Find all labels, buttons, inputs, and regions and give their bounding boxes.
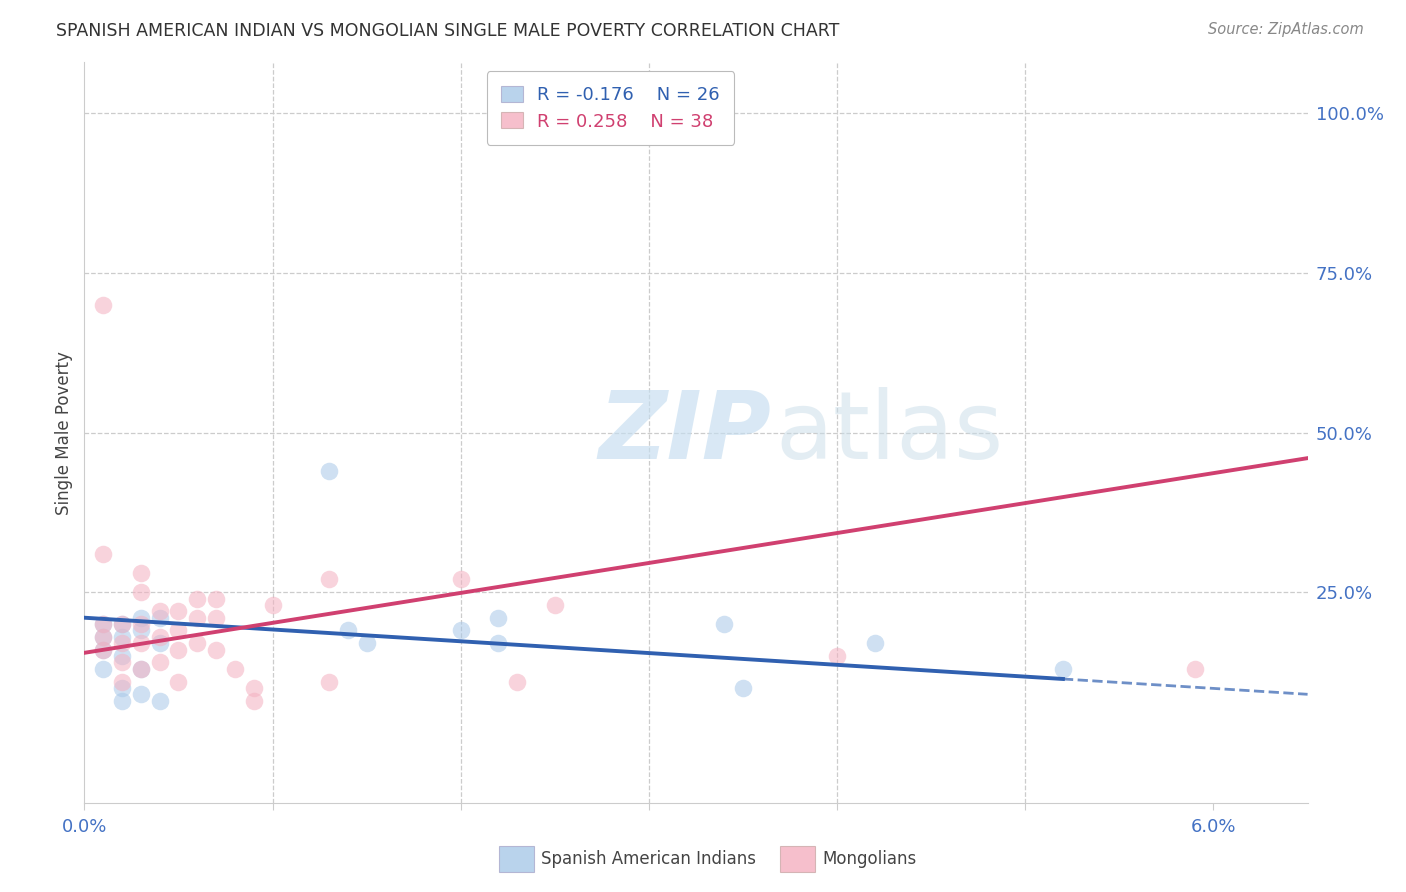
Point xyxy=(450,573,472,587)
Point xyxy=(825,648,848,663)
Point xyxy=(149,694,172,708)
Point xyxy=(242,681,264,695)
Point xyxy=(186,636,208,650)
Point xyxy=(167,642,190,657)
Point xyxy=(356,636,378,650)
Point xyxy=(336,624,359,638)
Point xyxy=(91,547,114,561)
Point xyxy=(205,611,228,625)
Point xyxy=(713,617,735,632)
Point xyxy=(91,642,114,657)
Point xyxy=(129,687,152,701)
Point xyxy=(506,674,529,689)
Y-axis label: Single Male Poverty: Single Male Poverty xyxy=(55,351,73,515)
Point xyxy=(129,617,152,632)
Point xyxy=(91,630,114,644)
Point xyxy=(318,464,340,478)
Point xyxy=(111,648,134,663)
Point xyxy=(544,598,567,612)
Point xyxy=(731,681,754,695)
Point xyxy=(91,617,114,632)
Point xyxy=(91,617,114,632)
Point xyxy=(129,566,152,580)
Text: Mongolians: Mongolians xyxy=(823,850,917,868)
Point xyxy=(149,611,172,625)
Point xyxy=(186,591,208,606)
Point xyxy=(224,662,246,676)
Point xyxy=(111,630,134,644)
Point xyxy=(242,694,264,708)
Point xyxy=(167,624,190,638)
Point xyxy=(129,662,152,676)
Point xyxy=(111,617,134,632)
Point xyxy=(91,630,114,644)
Point xyxy=(129,611,152,625)
Point xyxy=(91,642,114,657)
Point xyxy=(149,604,172,618)
Point xyxy=(129,662,152,676)
Point xyxy=(111,694,134,708)
Text: atlas: atlas xyxy=(776,386,1004,479)
Point xyxy=(450,624,472,638)
Point xyxy=(167,674,190,689)
Point xyxy=(149,656,172,670)
Point xyxy=(129,636,152,650)
Text: Spanish American Indians: Spanish American Indians xyxy=(541,850,756,868)
Legend: R = -0.176    N = 26, R = 0.258    N = 38: R = -0.176 N = 26, R = 0.258 N = 38 xyxy=(486,71,734,145)
Point xyxy=(111,617,134,632)
Point xyxy=(91,662,114,676)
Point xyxy=(205,642,228,657)
Text: ZIP: ZIP xyxy=(598,386,770,479)
Text: Source: ZipAtlas.com: Source: ZipAtlas.com xyxy=(1208,22,1364,37)
Text: SPANISH AMERICAN INDIAN VS MONGOLIAN SINGLE MALE POVERTY CORRELATION CHART: SPANISH AMERICAN INDIAN VS MONGOLIAN SIN… xyxy=(56,22,839,40)
Point xyxy=(318,674,340,689)
Point xyxy=(1052,662,1074,676)
Point xyxy=(111,636,134,650)
Point xyxy=(149,630,172,644)
Point xyxy=(1184,662,1206,676)
Point xyxy=(91,298,114,312)
Point xyxy=(205,591,228,606)
Point xyxy=(863,636,886,650)
Point xyxy=(262,598,284,612)
Point xyxy=(149,636,172,650)
Point xyxy=(486,636,509,650)
Point xyxy=(318,573,340,587)
Point xyxy=(186,611,208,625)
Point xyxy=(111,656,134,670)
Point xyxy=(129,624,152,638)
Point xyxy=(129,585,152,599)
Point xyxy=(167,604,190,618)
Point xyxy=(486,611,509,625)
Point xyxy=(111,681,134,695)
Point xyxy=(111,674,134,689)
